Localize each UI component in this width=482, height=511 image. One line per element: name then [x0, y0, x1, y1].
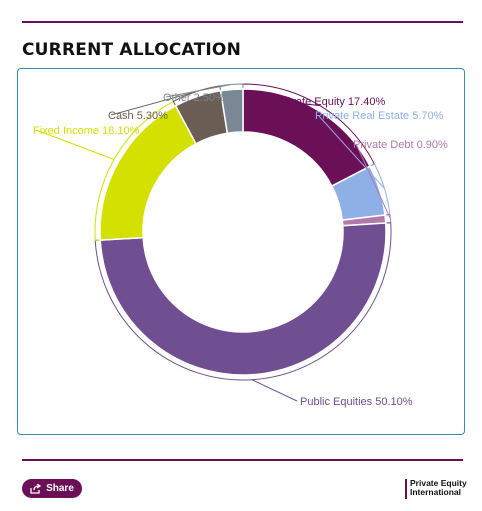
data-label-private-real-estate: Private Real Estate 5.70%: [315, 110, 444, 122]
data-label-private-debt: Private Debt 0.90%: [353, 139, 448, 151]
data-label-fixed-income: Fixed Income 18.10%: [33, 125, 140, 137]
connector-fixed-income: [35, 129, 115, 160]
bottom-divider: [22, 459, 463, 461]
share-button[interactable]: Share: [22, 479, 82, 498]
connector-private-equity: [279, 100, 320, 107]
logo-line-2: International: [410, 487, 462, 497]
share-icon: [30, 483, 42, 494]
slice-bracket-other: [219, 83, 244, 90]
chart-card: Private Equity 17.40% Private Real Estate…: [17, 68, 465, 435]
connector-private-debt: [355, 143, 391, 219]
publisher-logo[interactable]: Private Equity International: [405, 479, 470, 499]
top-divider: [22, 21, 463, 23]
page-title: CURRENT ALLOCATION: [22, 40, 241, 60]
slice-bracket-fixed-income: [94, 100, 176, 241]
data-label-public-equities: Public Equities 50.10%: [300, 396, 413, 408]
connector-other: [165, 83, 232, 98]
slice-public-equities[interactable]: [99, 222, 387, 376]
allocation-donut-chart: Private Equity 17.40% Private Real Estate…: [33, 83, 448, 408]
logo-line-1: Private Equity: [410, 478, 467, 488]
data-label-other: Other 2.50%: [163, 92, 225, 104]
data-label-private-equity: Private Equity 17.40%: [277, 96, 385, 108]
data-label-cash: Cash 5.30%: [108, 110, 168, 122]
slice-other[interactable]: [219, 88, 244, 135]
slice-bracket-public-equities: [94, 222, 392, 381]
connector-private-real-estate: [317, 114, 385, 189]
share-label: Share: [46, 483, 74, 494]
connector-cash: [110, 91, 197, 116]
connector-public-equities: [251, 379, 298, 402]
